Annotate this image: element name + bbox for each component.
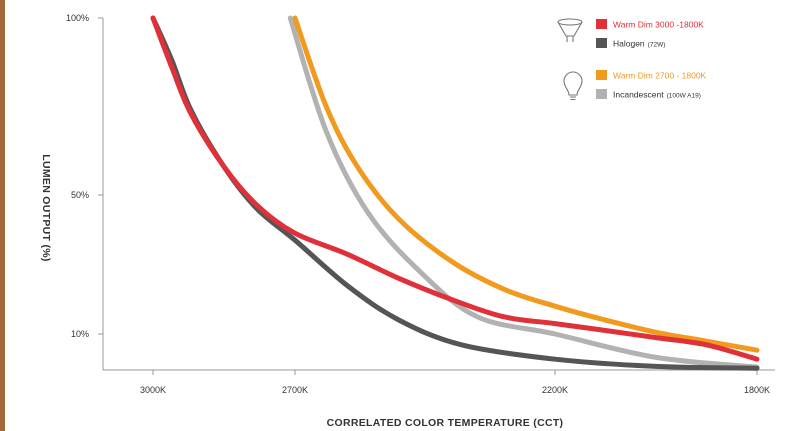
y-tick-label: 10% [71, 329, 89, 339]
legend-label: Warm Dim 3000 -1800K [613, 20, 704, 30]
halogen-lamp-icon [557, 18, 583, 42]
legend-swatch [596, 70, 607, 80]
y-tick-label: 100% [66, 13, 89, 23]
legend-label: Halogen (72W) [613, 39, 665, 49]
legend-swatch [596, 19, 607, 29]
x-ticks: 3000K 2700K 2200K 1800K [140, 370, 770, 395]
legend-label-main: Incandescent [613, 90, 664, 100]
x-axis-title: CORRELATED COLOR TEMPERATURE (CCT) [327, 417, 564, 429]
y-ticks: 100% 50% 10% [66, 13, 103, 339]
legend-label-main: Halogen [613, 39, 645, 49]
a19-bulb-icon [563, 71, 583, 101]
x-tick-label: 2200K [542, 385, 568, 395]
legend-swatch [596, 38, 607, 48]
legend-label-sub: (72W) [648, 42, 666, 49]
legend: Warm Dim 3000 -1800K Halogen (72W) Warm Dim… [557, 18, 707, 101]
lumen-cct-chart: 100% 50% 10% 3000K 2700K 2200K 1800K LUMEN OU… [40, 13, 775, 429]
y-axis-title: LUMEN OUTPUT (%) [40, 154, 52, 261]
x-tick-label: 3000K [140, 385, 166, 395]
series-lines [150, 15, 760, 371]
legend-items: Warm Dim 3000 -1800K Halogen (72W) Warm Dim… [596, 19, 707, 100]
x-tick-label: 1800K [744, 385, 770, 395]
legend-label: Warm Dim 2700 - 1800K [613, 71, 707, 81]
legend-swatch [596, 89, 607, 99]
series-line-warm-dim-3000-1800k [150, 15, 760, 362]
legend-label-sub: (100W A19) [667, 93, 701, 100]
legend-label: Incandescent (100W A19) [613, 90, 701, 100]
chart-frame: 100% 50% 10% 3000K 2700K 2200K 1800K LUMEN OU… [5, 0, 791, 431]
series-line-warm-dim-2700-1800k [292, 15, 760, 353]
legend-label-main: Warm Dim 3000 -1800K [613, 20, 704, 30]
legend-label-main: Warm Dim 2700 - 1800K [613, 71, 707, 81]
axes [102, 18, 775, 371]
y-tick-label: 50% [71, 190, 89, 200]
x-tick-label: 2700K [282, 385, 308, 395]
